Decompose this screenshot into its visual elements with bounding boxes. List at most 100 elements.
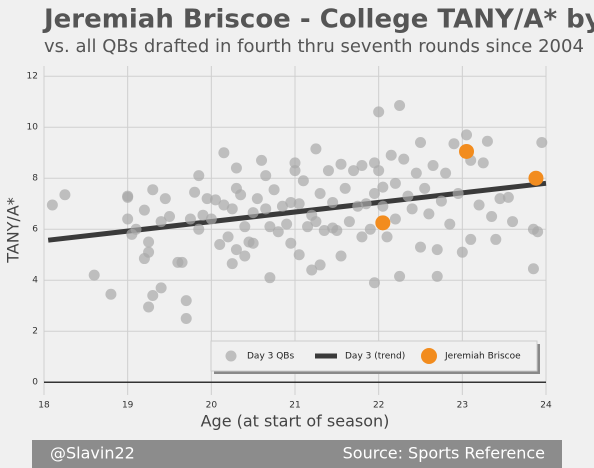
data-point <box>193 223 205 235</box>
data-point <box>339 182 351 194</box>
y-tick-label: 12 <box>27 72 38 82</box>
data-point <box>276 200 288 212</box>
data-point <box>452 188 464 200</box>
data-point <box>360 198 372 210</box>
data-point <box>490 233 502 245</box>
data-point <box>327 196 339 208</box>
data-point <box>138 204 150 216</box>
x-axis-label: Age (at start of season) <box>201 412 390 431</box>
data-point <box>410 167 422 179</box>
data-point <box>164 210 175 222</box>
data-point <box>285 196 297 208</box>
data-point <box>184 213 196 225</box>
data-point <box>415 137 426 149</box>
data-point <box>318 225 330 236</box>
data-point <box>306 264 318 276</box>
data-point <box>477 157 489 169</box>
x-tick-label: 19 <box>122 401 134 411</box>
data-point <box>440 167 452 179</box>
data-point <box>122 213 134 225</box>
data-point <box>143 301 155 313</box>
data-point <box>527 263 539 275</box>
data-point <box>368 188 380 200</box>
data-point <box>155 282 167 294</box>
data-point <box>389 213 401 225</box>
data-point <box>226 258 238 270</box>
data-point <box>88 269 100 281</box>
legend-label: Day 3 (trend) <box>345 352 405 362</box>
data-point <box>122 191 134 203</box>
data-point <box>448 138 460 150</box>
data-point <box>130 223 142 235</box>
data-point <box>230 244 242 256</box>
data-point <box>473 199 485 211</box>
data-point <box>281 218 293 230</box>
data-point <box>251 193 263 205</box>
data-point <box>377 181 389 193</box>
data-point <box>314 259 326 271</box>
x-tick-label: 24 <box>540 401 552 411</box>
data-point <box>368 277 380 289</box>
data-point <box>375 215 391 231</box>
data-point <box>159 193 171 205</box>
legend: Day 3 QBs Day 3 (trend) Jeremiah Briscoe <box>210 340 540 374</box>
data-point <box>310 143 322 155</box>
data-point <box>465 233 477 245</box>
data-point <box>415 241 426 253</box>
data-point <box>461 129 473 141</box>
data-point <box>398 153 410 165</box>
data-point <box>459 143 475 159</box>
footer-bar <box>32 440 562 468</box>
y-tick-label: 0 <box>32 378 38 388</box>
data-point <box>373 106 385 118</box>
data-point <box>264 272 276 284</box>
data-point <box>147 290 159 302</box>
x-tick-label: 23 <box>457 401 468 411</box>
footer-right: Source: Sports Reference <box>343 444 545 463</box>
data-point <box>402 190 414 202</box>
data-point <box>532 226 544 238</box>
y-axis-label: TANY/A* <box>4 197 23 264</box>
y-tick-label: 6 <box>32 225 38 235</box>
data-point <box>335 158 347 170</box>
data-point <box>176 256 188 268</box>
legend-label: Jeremiah Briscoe <box>444 352 521 362</box>
data-point <box>226 203 238 215</box>
data-point <box>377 200 389 212</box>
legend-swatch <box>421 348 437 364</box>
data-point <box>331 225 343 236</box>
data-point <box>444 218 456 230</box>
x-tick-label: 18 <box>38 401 50 411</box>
data-point <box>180 312 192 324</box>
data-point <box>239 250 251 262</box>
data-point <box>289 165 301 177</box>
data-point <box>481 135 493 147</box>
data-point <box>189 186 201 198</box>
data-point <box>247 207 259 219</box>
data-point <box>155 216 167 228</box>
data-point <box>352 200 364 212</box>
footer-left: @Slavin22 <box>50 444 135 463</box>
data-point <box>389 177 401 189</box>
data-point <box>502 191 514 203</box>
data-point <box>356 231 368 243</box>
chart-subtitle: vs. all QBs drafted in fourth thru seven… <box>44 36 584 57</box>
data-point <box>406 203 418 215</box>
data-point <box>210 194 222 206</box>
data-point <box>314 188 326 200</box>
data-point <box>348 165 360 177</box>
data-point <box>201 193 213 205</box>
x-tick-label: 22 <box>373 401 384 411</box>
data-point <box>143 246 155 258</box>
legend-swatch <box>225 350 237 362</box>
data-point <box>105 288 117 300</box>
data-point <box>381 231 393 243</box>
data-point <box>356 159 368 171</box>
data-point <box>536 137 548 149</box>
data-point <box>293 198 305 210</box>
data-point <box>59 189 71 201</box>
data-point <box>193 170 205 182</box>
y-tick-label: 8 <box>32 174 38 184</box>
data-point <box>180 295 192 307</box>
